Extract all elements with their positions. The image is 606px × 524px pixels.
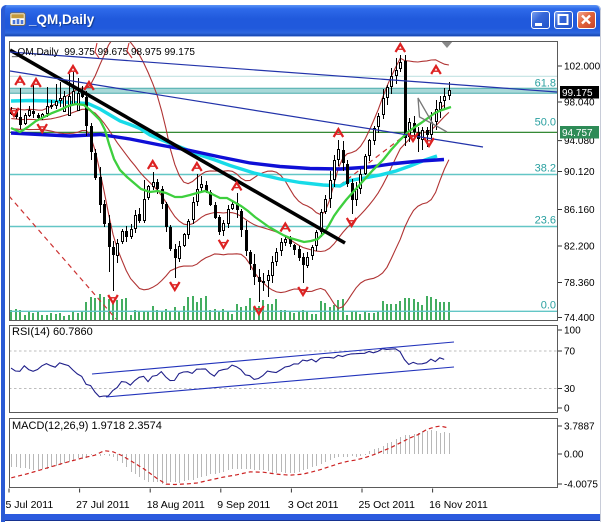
svg-text:3 Oct 2011: 3 Oct 2011 <box>288 499 339 511</box>
svg-text:_QM,Daily 99.375 99.675 98.97: _QM,Daily 99.375 99.675 98.975 99.175 <box>11 47 195 58</box>
svg-text:23.6: 23.6 <box>535 215 556 227</box>
svg-text:-4.0075: -4.0075 <box>564 480 598 491</box>
svg-text:74.400: 74.400 <box>564 313 595 324</box>
svg-text:0.0: 0.0 <box>541 299 556 311</box>
svg-text:86.160: 86.160 <box>564 205 595 216</box>
svg-text:94.757: 94.757 <box>562 128 593 139</box>
svg-text:25 Oct 2011: 25 Oct 2011 <box>359 499 416 511</box>
svg-text:9 Sep 2011: 9 Sep 2011 <box>217 499 270 511</box>
svg-text:82.200: 82.200 <box>564 242 595 253</box>
svg-text:94.080: 94.080 <box>564 136 595 147</box>
svg-text:0.00: 0.00 <box>564 450 584 461</box>
svg-text:78.360: 78.360 <box>564 278 595 289</box>
svg-text:100: 100 <box>564 326 581 337</box>
svg-text:99.175: 99.175 <box>562 88 593 99</box>
svg-text:18 Aug 2011: 18 Aug 2011 <box>147 499 205 511</box>
svg-text:3.7887: 3.7887 <box>564 422 595 433</box>
svg-text:27 Jul 2011: 27 Jul 2011 <box>76 499 130 511</box>
svg-text:98.040: 98.040 <box>564 98 595 109</box>
svg-text:61.8: 61.8 <box>535 78 556 90</box>
svg-text:70: 70 <box>564 347 576 358</box>
svg-text:MACD(12,26,9) 1.9718 2.3574: MACD(12,26,9) 1.9718 2.3574 <box>12 420 162 432</box>
svg-text:RSI(14) 60.7860: RSI(14) 60.7860 <box>12 326 93 338</box>
svg-text:30: 30 <box>564 384 576 395</box>
svg-text:90.120: 90.120 <box>564 167 595 178</box>
svg-text:38.2: 38.2 <box>535 163 556 175</box>
svg-text:102.000: 102.000 <box>564 62 601 73</box>
svg-text:16 Nov 2011: 16 Nov 2011 <box>429 499 488 511</box>
svg-text:50.0: 50.0 <box>535 116 556 128</box>
svg-text:0: 0 <box>564 404 570 415</box>
svg-text:5 Jul 2011: 5 Jul 2011 <box>6 499 54 511</box>
